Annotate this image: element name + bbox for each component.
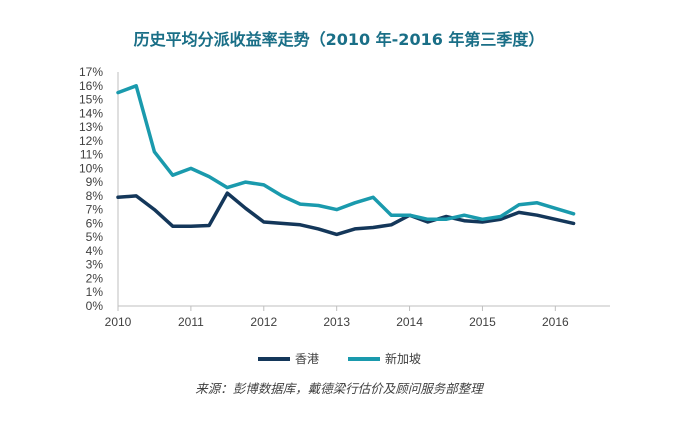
y-tick-label: 5% (86, 230, 104, 244)
legend: 香港 新加坡 (258, 351, 421, 366)
y-axis: 0%1%2%3%4%5%6%7%8%9%10%11%12%13%14%15%16… (79, 65, 119, 313)
x-axis: 2010 2011 2012 2013 2014 2015 2016 (105, 305, 610, 329)
y-tick-label: 2% (86, 271, 104, 285)
y-tick-label: 17% (79, 65, 103, 79)
y-tick-label: 0% (86, 299, 104, 313)
y-tick-label: 1% (86, 285, 104, 299)
y-tick-label: 14% (79, 106, 103, 120)
series-layer (116, 84, 576, 237)
y-tick-label: 15% (79, 93, 103, 107)
series-line-0 (116, 191, 576, 237)
series-line-1 (116, 84, 576, 222)
x-tick-label: 2014 (396, 315, 423, 329)
y-tick-label: 6% (86, 216, 104, 230)
x-tick-label: 2011 (178, 315, 204, 329)
y-tick-label: 3% (86, 258, 104, 272)
x-tick-label: 2012 (250, 315, 277, 329)
x-tick-label: 2010 (105, 315, 132, 329)
y-tick-label: 16% (79, 79, 103, 93)
x-tick-label: 2015 (469, 315, 496, 329)
y-tick-label: 9% (86, 175, 104, 189)
source-note: 来源：彭博数据库，戴德梁行估价及顾问服务部整理 (195, 381, 483, 396)
legend-label: 新加坡 (385, 351, 421, 366)
y-tick-label: 7% (86, 203, 104, 217)
y-tick-label: 12% (79, 134, 103, 148)
y-tick-label: 10% (79, 161, 103, 175)
y-tick-label: 11% (80, 148, 103, 162)
x-tick-label: 2013 (323, 315, 350, 329)
legend-label: 香港 (295, 352, 319, 366)
x-tick-label: 2016 (542, 315, 569, 329)
chart-title: 历史平均分派收益率走势（2010 年-2016 年第三季度） (133, 30, 545, 49)
y-tick-label: 4% (86, 244, 104, 258)
y-tick-label: 13% (79, 120, 103, 134)
y-tick-label: 8% (86, 189, 104, 203)
